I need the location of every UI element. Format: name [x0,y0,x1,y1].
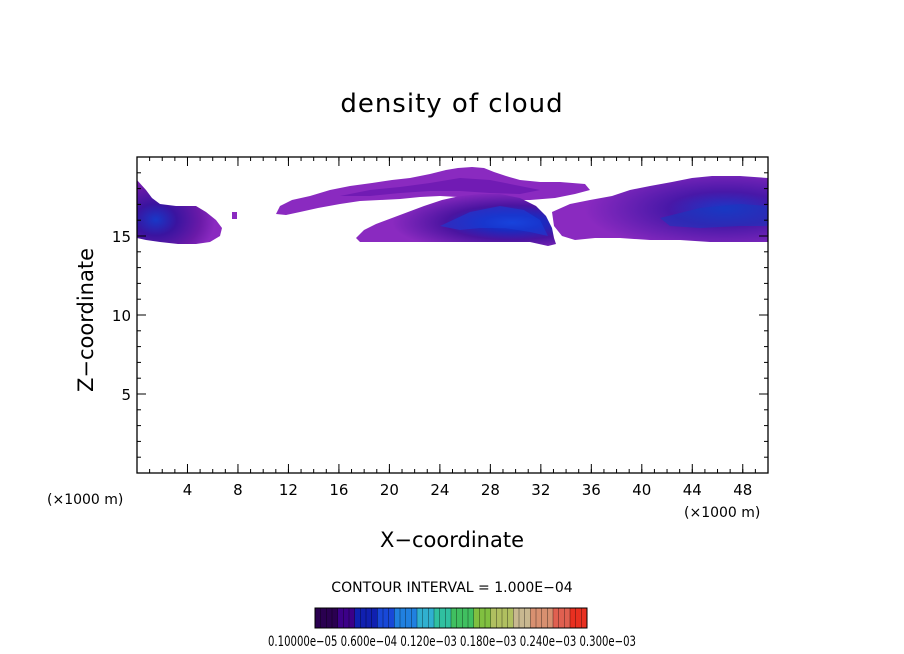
colorbar-band [541,608,548,628]
colorbar-frame [314,607,588,629]
colorbar-band [422,608,429,628]
x-tick-label: 40 [632,481,651,499]
y-axis-label: Z−coordinate [74,248,98,392]
colorbar-band [496,608,503,628]
colorbar-band [553,608,560,628]
colorbar-band [326,608,333,628]
colorbar-band [428,608,435,628]
colorbar-band [456,608,463,628]
colorbar-band [383,608,390,628]
chart-title: density of cloud [340,89,563,119]
colorbar-band [513,608,520,628]
contour-interval-label: CONTOUR INTERVAL = 1.000E−04 [331,580,572,596]
colorbar-band [462,608,469,628]
colorbar-band [320,608,327,628]
colorbar-band [468,608,475,628]
small-blob-region [232,212,237,219]
x-axis-label: X−coordinate [380,528,524,552]
colorbar-band [502,608,509,628]
colorbar-band [507,608,514,628]
x-tick-label: 20 [380,481,399,499]
colorbar-band [581,608,588,628]
colorbar-band [371,608,378,628]
y-tick-label: 15 [112,228,131,246]
x-tick-label: 28 [481,481,500,499]
colorbar-band [536,608,543,628]
colorbar-band [343,608,350,628]
colorbar-band [473,608,480,628]
central-cloud-core [440,206,548,236]
colorbar-band [479,608,486,628]
colorbar-band [451,608,458,628]
x-tick-label: 48 [733,481,752,499]
colorbar-band [434,608,441,628]
colorbar-band [349,608,356,628]
colorbar-band [575,608,582,628]
colorbar-band [388,608,395,628]
x-tick-label: 24 [430,481,449,499]
x-tick-label: 16 [329,481,348,499]
upper-thin-layer-core [340,178,540,196]
x-tick-label: 32 [531,481,550,499]
colorbar-band [490,608,497,628]
y-tick-label: 10 [112,307,131,325]
x-tick-label: 12 [279,481,298,499]
colorbar-band [411,608,418,628]
x-tick-label: 36 [582,481,601,499]
colorbar-band [417,608,424,628]
colorbar-band [332,608,339,628]
right-cloud-core [660,204,768,228]
colorbar-band [558,608,565,628]
x-unit-right: (×1000 m) [684,505,760,521]
colorbar-band [570,608,577,628]
colorbar-band [405,608,412,628]
colorbar-tick-labels: 0.10000e−05 0.600e−04 0.120e−03 0.180e−0… [268,634,636,650]
colorbar-band [366,608,373,628]
colorbar-band [377,608,384,628]
x-tick-label: 44 [683,481,702,499]
x-unit-left: (×1000 m) [47,492,123,508]
colorbar-band [564,608,571,628]
colorbar-band [485,608,492,628]
left-cloud-region [137,180,222,244]
cloud-field [137,167,768,246]
colorbar-band [360,608,367,628]
colorbar-band [394,608,401,628]
colorbar-band [445,608,452,628]
colorbar-band [439,608,446,628]
colorbar [314,608,588,628]
colorbar-band [519,608,526,628]
colorbar-band [337,608,344,628]
x-tick-label: 8 [233,481,243,499]
colorbar-band [547,608,554,628]
colorbar-band [354,608,361,628]
colorbar-band [524,608,531,628]
colorbar-band [400,608,407,628]
colorbar-band [530,608,537,628]
x-tick-label: 4 [183,481,193,499]
y-tick-label: 5 [121,386,131,404]
colorbar-band [315,608,322,628]
